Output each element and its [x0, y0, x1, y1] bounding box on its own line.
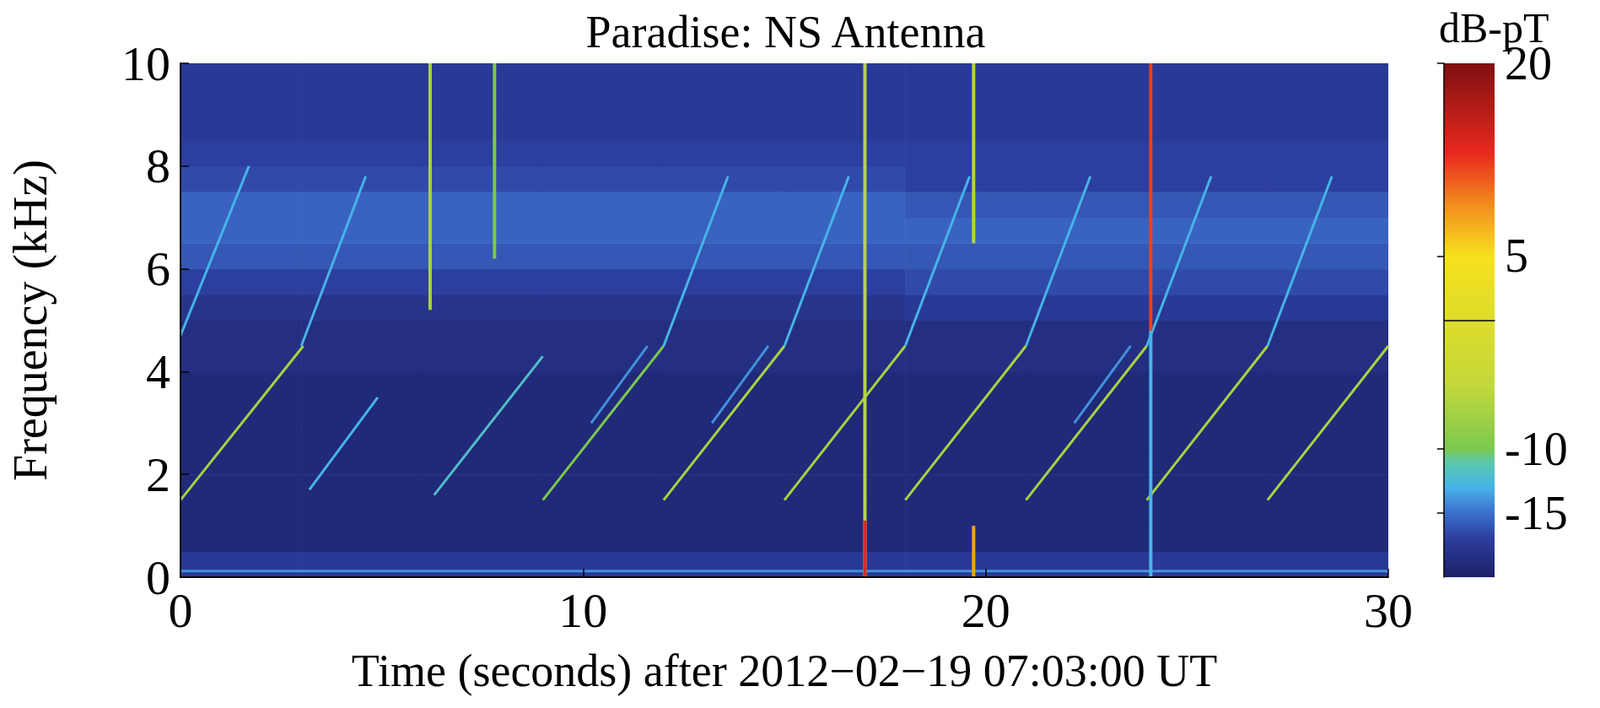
svg-text:2: 2	[145, 447, 171, 502]
svg-text:20: 20	[961, 582, 1011, 638]
svg-text:0: 0	[168, 582, 194, 638]
svg-text:-10: -10	[1504, 422, 1568, 475]
svg-text:Time (seconds) after 2012−02−1: Time (seconds) after 2012−02−19 07:03:00…	[351, 645, 1218, 696]
svg-text:dB-pT: dB-pT	[1438, 4, 1549, 52]
svg-text:0: 0	[145, 549, 171, 605]
svg-text:6: 6	[145, 241, 171, 297]
svg-text:10: 10	[121, 36, 171, 92]
svg-text:4: 4	[145, 344, 171, 399]
svg-text:10: 10	[558, 582, 608, 638]
svg-text:5: 5	[1504, 229, 1529, 282]
svg-text:Frequency (kHz): Frequency (kHz)	[4, 159, 58, 481]
svg-text:8: 8	[145, 138, 171, 194]
svg-text:30: 30	[1363, 582, 1413, 638]
svg-text:20: 20	[1504, 37, 1552, 90]
svg-text:Paradise: NS Antenna: Paradise: NS Antenna	[586, 6, 986, 58]
svg-text:-15: -15	[1504, 486, 1568, 539]
